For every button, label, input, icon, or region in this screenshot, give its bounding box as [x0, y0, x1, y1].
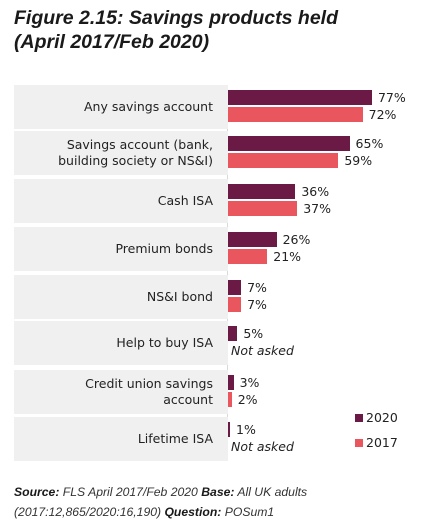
figure-footer: Source: FLS April 2017/Feb 2020 Base: Al… — [14, 482, 424, 522]
category-label-line: Savings account (bank, — [66, 137, 213, 152]
category-band — [14, 227, 228, 271]
data-label: 5% — [243, 326, 264, 341]
legend-swatch — [355, 439, 363, 447]
legend-item-2020: 2020 — [355, 410, 398, 426]
category-label-line: Premium bonds — [115, 241, 213, 256]
data-label: 7% — [247, 297, 267, 312]
bar-2017-6 — [228, 392, 232, 407]
category-band — [14, 275, 228, 319]
category-label-line: Cash ISA — [157, 193, 213, 208]
category-label: Cash ISA — [14, 193, 213, 209]
base-label: Base: — [201, 485, 235, 499]
bar-2017-3 — [228, 249, 268, 264]
bar-2020-2 — [228, 184, 296, 199]
data-label: 59% — [344, 153, 373, 168]
category-band — [14, 131, 228, 175]
category-band — [14, 417, 228, 461]
bar-2020-7 — [228, 422, 230, 437]
data-label: 36% — [301, 184, 330, 199]
question-text: POSum1 — [224, 505, 275, 519]
not-asked-label: Not asked — [231, 439, 294, 454]
category-band — [14, 85, 228, 129]
bar-2020-3 — [228, 232, 277, 247]
legend-item-2017: 2017 — [355, 435, 398, 451]
figure-title-line-1: Figure 2.15: Savings products held — [14, 7, 338, 29]
bar-2017-1 — [228, 153, 339, 168]
bar-2020-1 — [228, 136, 350, 151]
data-label: 37% — [303, 201, 331, 216]
category-band — [14, 179, 228, 223]
category-label: Savings account (bank, building society o… — [14, 137, 213, 169]
data-label: 7% — [247, 280, 267, 295]
data-label: 26% — [282, 232, 311, 247]
question-label: Question: — [164, 505, 222, 519]
category-label: Help to buy ISA — [14, 335, 213, 351]
legend-swatch — [355, 414, 363, 422]
bar-2020-5 — [228, 326, 238, 341]
category-label-line: Help to buy ISA — [116, 335, 213, 350]
not-asked-label: Not asked — [231, 343, 294, 358]
category-band — [14, 370, 228, 414]
category-label-line: NS&I bond — [146, 289, 213, 304]
data-label: 3% — [239, 375, 260, 390]
category-label-line: Credit union savings — [85, 376, 213, 391]
base-text: All UK adults (2017:12,865/2020:16,190) — [14, 485, 308, 519]
category-label: Premium bonds — [14, 241, 213, 257]
source-label: Source: — [14, 485, 60, 499]
category-label: Credit union savings account — [14, 376, 213, 408]
figure-title: Figure 2.15: Savings products held (Apri… — [14, 6, 424, 54]
bar-2017-0 — [228, 107, 363, 122]
data-label: 21% — [273, 249, 302, 264]
category-label-line: Lifetime ISA — [137, 431, 213, 446]
category-label: Lifetime ISA — [14, 431, 213, 447]
data-label: 2% — [237, 392, 258, 407]
bar-2020-0 — [228, 90, 372, 105]
category-band — [14, 321, 228, 365]
figure-title-line-2: (April 2017/Feb 2020) — [14, 31, 210, 53]
source-text: FLS April 2017/Feb 2020 — [62, 485, 198, 499]
bar-2020-6 — [228, 375, 234, 390]
data-label: 77% — [377, 90, 406, 105]
category-label-line: Any savings account — [83, 99, 213, 114]
category-label: NS&I bond — [14, 289, 213, 305]
bar-2017-2 — [228, 201, 298, 216]
bar-2020-4 — [228, 280, 242, 295]
legend-label: 2017 — [366, 435, 398, 450]
data-label: 65% — [355, 136, 384, 151]
category-label-line: building society or NS&I) — [58, 153, 213, 168]
category-label: Any savings account — [14, 99, 213, 115]
legend-label: 2020 — [366, 410, 398, 425]
data-label: 72% — [368, 107, 397, 122]
bar-2017-4 — [228, 297, 242, 312]
data-label: 1% — [236, 422, 256, 437]
category-label-line: account — [163, 392, 213, 407]
category-axis-line — [227, 85, 228, 461]
